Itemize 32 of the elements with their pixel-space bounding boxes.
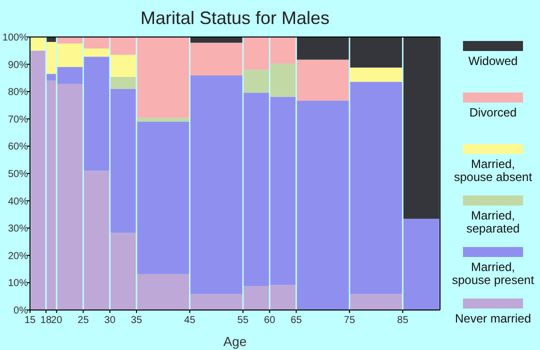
x-tick-label: 55 — [237, 315, 249, 326]
y-tick-label: 80% — [8, 87, 28, 98]
legend-label: Divorced — [469, 106, 517, 120]
legend-label: Married, spouse present — [452, 260, 535, 287]
legend-label: Married, separated — [466, 208, 520, 236]
y-tick-label: 60% — [8, 142, 28, 153]
x-tick-label: 85 — [397, 315, 409, 326]
x-tick-label: 60 — [264, 315, 276, 326]
x-tick-label: 18 — [40, 315, 52, 326]
y-tick-label: 50% — [8, 169, 28, 180]
y-tick-label: 20% — [8, 250, 28, 262]
x-tick-label: 75 — [344, 315, 356, 326]
bar — [110, 76, 136, 89]
y-tick-label: 0% — [14, 306, 28, 316]
x-tick-label: 35 — [130, 315, 142, 326]
y-tick-label: 40% — [8, 196, 28, 208]
x-tick-label: 65 — [290, 315, 302, 326]
x-tick-label: 15 — [24, 315, 36, 326]
chart-title: Marital Status for Males — [140, 8, 330, 28]
y-tick-label: 30% — [8, 224, 28, 235]
x-tick-label: 45 — [184, 315, 196, 326]
x-tick-label: 20 — [51, 315, 63, 326]
y-tick-label: 70% — [8, 114, 28, 126]
legend-label: Married, spouse absent — [454, 157, 533, 184]
x-axis-title: Age — [223, 334, 247, 349]
y-tick-label: 90% — [8, 60, 28, 71]
x-tick-label: 30 — [104, 315, 116, 326]
x-tick-label: 25 — [78, 315, 90, 326]
y-tick-label: 100% — [2, 32, 28, 44]
legend-label: Never married — [454, 312, 532, 326]
legend-label: Widowed — [468, 54, 518, 68]
y-tick-label: 10% — [8, 278, 28, 290]
